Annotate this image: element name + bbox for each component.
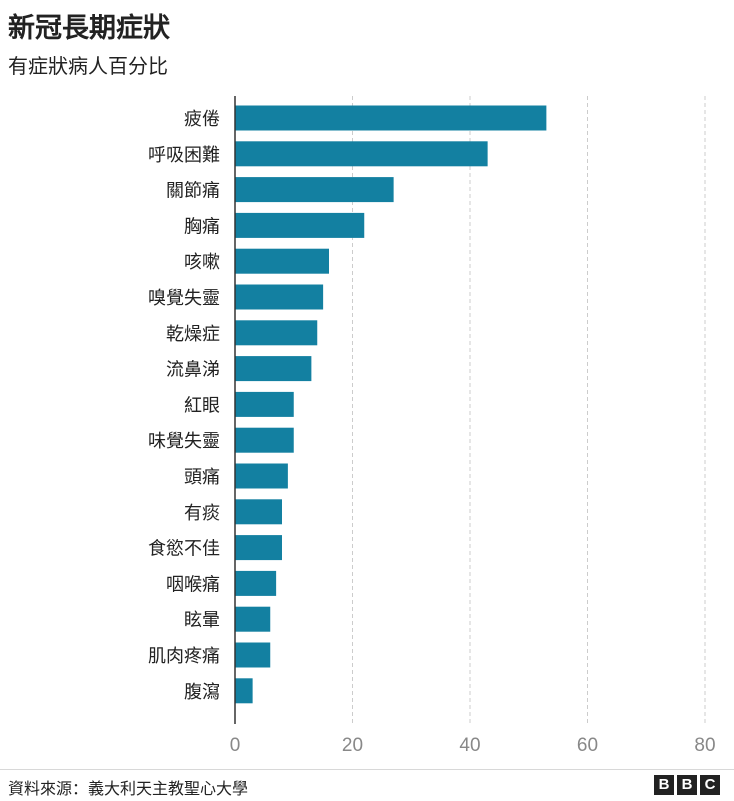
tick-label-40: 40 xyxy=(459,735,480,756)
category-label-6: 乾燥症 xyxy=(166,324,220,345)
category-label-3: 胸痛 xyxy=(184,216,220,237)
tick-label-80: 80 xyxy=(694,735,715,756)
bar-5 xyxy=(235,284,324,310)
logo-letter-b1: B xyxy=(654,775,674,795)
bar-10 xyxy=(235,463,288,489)
bbc-logo: B B C xyxy=(654,775,720,795)
bar-9 xyxy=(235,427,294,453)
category-label-10: 頭痛 xyxy=(184,467,220,488)
category-label-9: 味覺失靈 xyxy=(148,431,220,452)
bar-4 xyxy=(235,248,329,274)
bar-3 xyxy=(235,212,365,238)
bar-16 xyxy=(235,678,253,704)
category-label-12: 食慾不佳 xyxy=(148,539,220,560)
logo-letter-c: C xyxy=(700,775,720,795)
category-label-7: 流鼻涕 xyxy=(166,360,220,381)
bar-1 xyxy=(235,141,488,167)
chart-title: 新冠長期症狀 xyxy=(8,13,170,44)
source-text: 資料來源：義大利天主教聖心大學 xyxy=(8,779,249,798)
bar-7 xyxy=(235,356,312,382)
tick-label-0: 0 xyxy=(230,735,241,756)
category-label-13: 咽喉痛 xyxy=(166,574,220,595)
bar-12 xyxy=(235,535,282,561)
category-label-5: 嗅覺失靈 xyxy=(148,288,220,309)
tick-label-20: 20 xyxy=(342,735,363,756)
bar-2 xyxy=(235,177,394,203)
category-label-0: 疲倦 xyxy=(184,109,220,130)
bar-8 xyxy=(235,391,294,417)
category-label-8: 紅眼 xyxy=(184,395,220,416)
tick-label-60: 60 xyxy=(577,735,598,756)
category-label-15: 肌肉疼痛 xyxy=(148,646,220,667)
category-label-16: 腹瀉 xyxy=(184,682,220,703)
bar-15 xyxy=(235,642,271,668)
bar-11 xyxy=(235,499,282,525)
footer-divider xyxy=(0,769,734,770)
bar-6 xyxy=(235,320,318,346)
bar-14 xyxy=(235,606,271,632)
category-label-4: 咳嗽 xyxy=(184,252,220,273)
category-label-1: 呼吸困難 xyxy=(148,145,220,166)
chart-subtitle: 有症狀病人百分比 xyxy=(8,54,168,78)
logo-letter-b2: B xyxy=(677,775,697,795)
bar-0 xyxy=(235,105,547,131)
category-label-14: 眩暈 xyxy=(184,610,220,631)
category-label-11: 有痰 xyxy=(184,503,220,524)
bar-13 xyxy=(235,570,277,596)
category-label-2: 關節痛 xyxy=(166,181,220,202)
